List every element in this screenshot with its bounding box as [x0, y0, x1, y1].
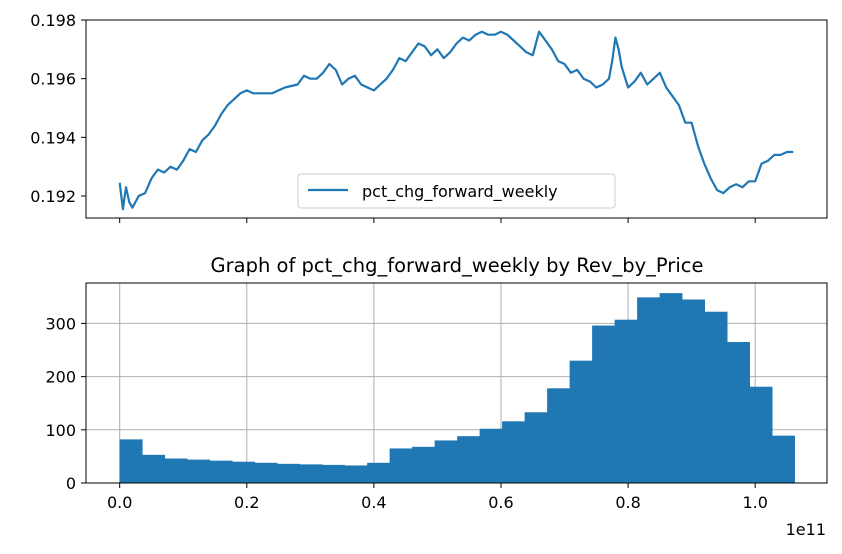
histogram-bar	[479, 428, 503, 483]
histogram-bar	[457, 436, 481, 483]
histogram-bar	[299, 464, 323, 483]
histogram-bar	[637, 297, 661, 483]
histogram-bar	[322, 464, 346, 483]
y-tick-label: 0.196	[30, 70, 76, 89]
legend: pct_chg_forward_weekly	[297, 173, 616, 209]
histogram-chart: Graph of pct_chg_forward_weekly by Rev_b…	[45, 254, 828, 539]
y-tick-label: 100	[45, 421, 76, 440]
histogram-bar	[209, 460, 233, 483]
histogram-bar	[232, 461, 256, 483]
histogram-bar	[704, 311, 728, 483]
series-line	[118, 30, 794, 211]
histogram-bar	[749, 386, 773, 483]
x-tick-label: 0.8	[615, 493, 640, 512]
histogram-bar	[119, 439, 143, 483]
histogram-title: Graph of pct_chg_forward_weekly by Rev_b…	[211, 254, 704, 277]
x-tick-label: 1.0	[742, 493, 767, 512]
histogram-bar	[659, 293, 683, 483]
x-tick-label: 0.2	[234, 493, 259, 512]
histogram-bar	[592, 325, 616, 483]
histogram-bar	[614, 319, 638, 483]
histogram-bar	[164, 458, 188, 483]
histogram-bar	[389, 448, 413, 483]
histogram-bar	[727, 342, 750, 483]
histogram-bar	[547, 388, 571, 483]
histogram-bar	[682, 299, 705, 483]
y-tick-label: 300	[45, 314, 76, 333]
y-tick-label: 0.198	[30, 11, 76, 30]
histogram-bar	[412, 446, 436, 483]
histogram-bar	[142, 454, 166, 483]
histogram-bar	[772, 435, 795, 483]
histogram-bar	[277, 463, 301, 483]
bottom-axes-frame	[85, 282, 828, 484]
y-tick-label: 0.192	[30, 187, 76, 206]
x-offset-label: 1e11	[786, 520, 826, 539]
x-tick-label: 0.0	[107, 493, 132, 512]
x-tick-label: 0.6	[488, 493, 513, 512]
histogram-bar	[344, 465, 368, 483]
legend-label: pct_chg_forward_weekly	[362, 182, 558, 202]
histogram-bar	[524, 412, 548, 483]
legend-box	[297, 173, 616, 209]
histogram-bar	[187, 459, 211, 483]
y-tick-label: 0.194	[30, 128, 76, 147]
histogram-bar	[367, 462, 391, 483]
histogram-bar	[254, 462, 278, 483]
histogram-bar	[569, 360, 593, 483]
line-chart: 0.192 0.194 0.196 0.198 pct_chg_forward_week…	[30, 11, 828, 223]
histogram-bar	[502, 421, 526, 483]
histogram-bar	[434, 440, 458, 483]
x-tick-label: 0.4	[361, 493, 386, 512]
y-tick-label: 200	[45, 368, 76, 387]
y-tick-label: 0	[66, 474, 76, 493]
top-axes-frame	[85, 19, 828, 219]
